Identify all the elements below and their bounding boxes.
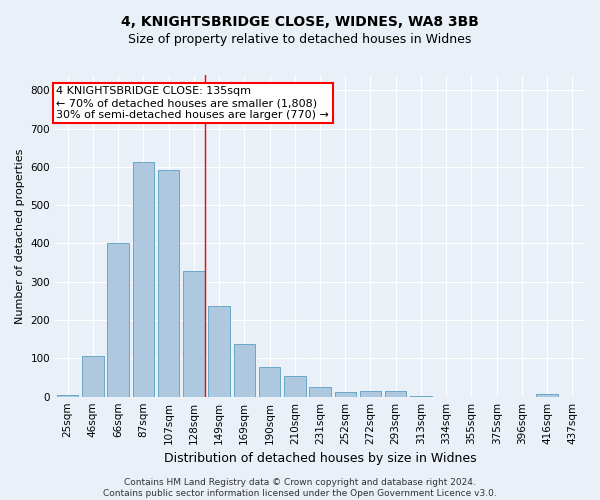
Bar (233, 344, 255, 397)
X-axis label: Distribution of detached houses by size in Widnes: Distribution of detached houses by size … (164, 452, 476, 465)
Bar (133, 162, 154, 396)
Text: Size of property relative to detached houses in Widnes: Size of property relative to detached ho… (128, 32, 472, 46)
Bar (259, 367, 280, 396)
Bar (335, 392, 356, 396)
Bar (385, 391, 406, 396)
Y-axis label: Number of detached properties: Number of detached properties (15, 148, 25, 324)
Bar (208, 306, 230, 396)
Text: 4, KNIGHTSBRIDGE CLOSE, WIDNES, WA8 3BB: 4, KNIGHTSBRIDGE CLOSE, WIDNES, WA8 3BB (121, 15, 479, 29)
Bar (107, 242, 129, 396)
Bar (57, 395, 79, 396)
Bar (536, 394, 558, 396)
Bar (158, 170, 179, 396)
Bar (183, 271, 205, 396)
Bar (284, 376, 305, 396)
Text: Contains HM Land Registry data © Crown copyright and database right 2024.
Contai: Contains HM Land Registry data © Crown c… (103, 478, 497, 498)
Bar (82, 356, 104, 397)
Text: 4 KNIGHTSBRIDGE CLOSE: 135sqm
← 70% of detached houses are smaller (1,808)
30% o: 4 KNIGHTSBRIDGE CLOSE: 135sqm ← 70% of d… (56, 86, 329, 120)
Bar (360, 391, 381, 396)
Bar (309, 387, 331, 396)
